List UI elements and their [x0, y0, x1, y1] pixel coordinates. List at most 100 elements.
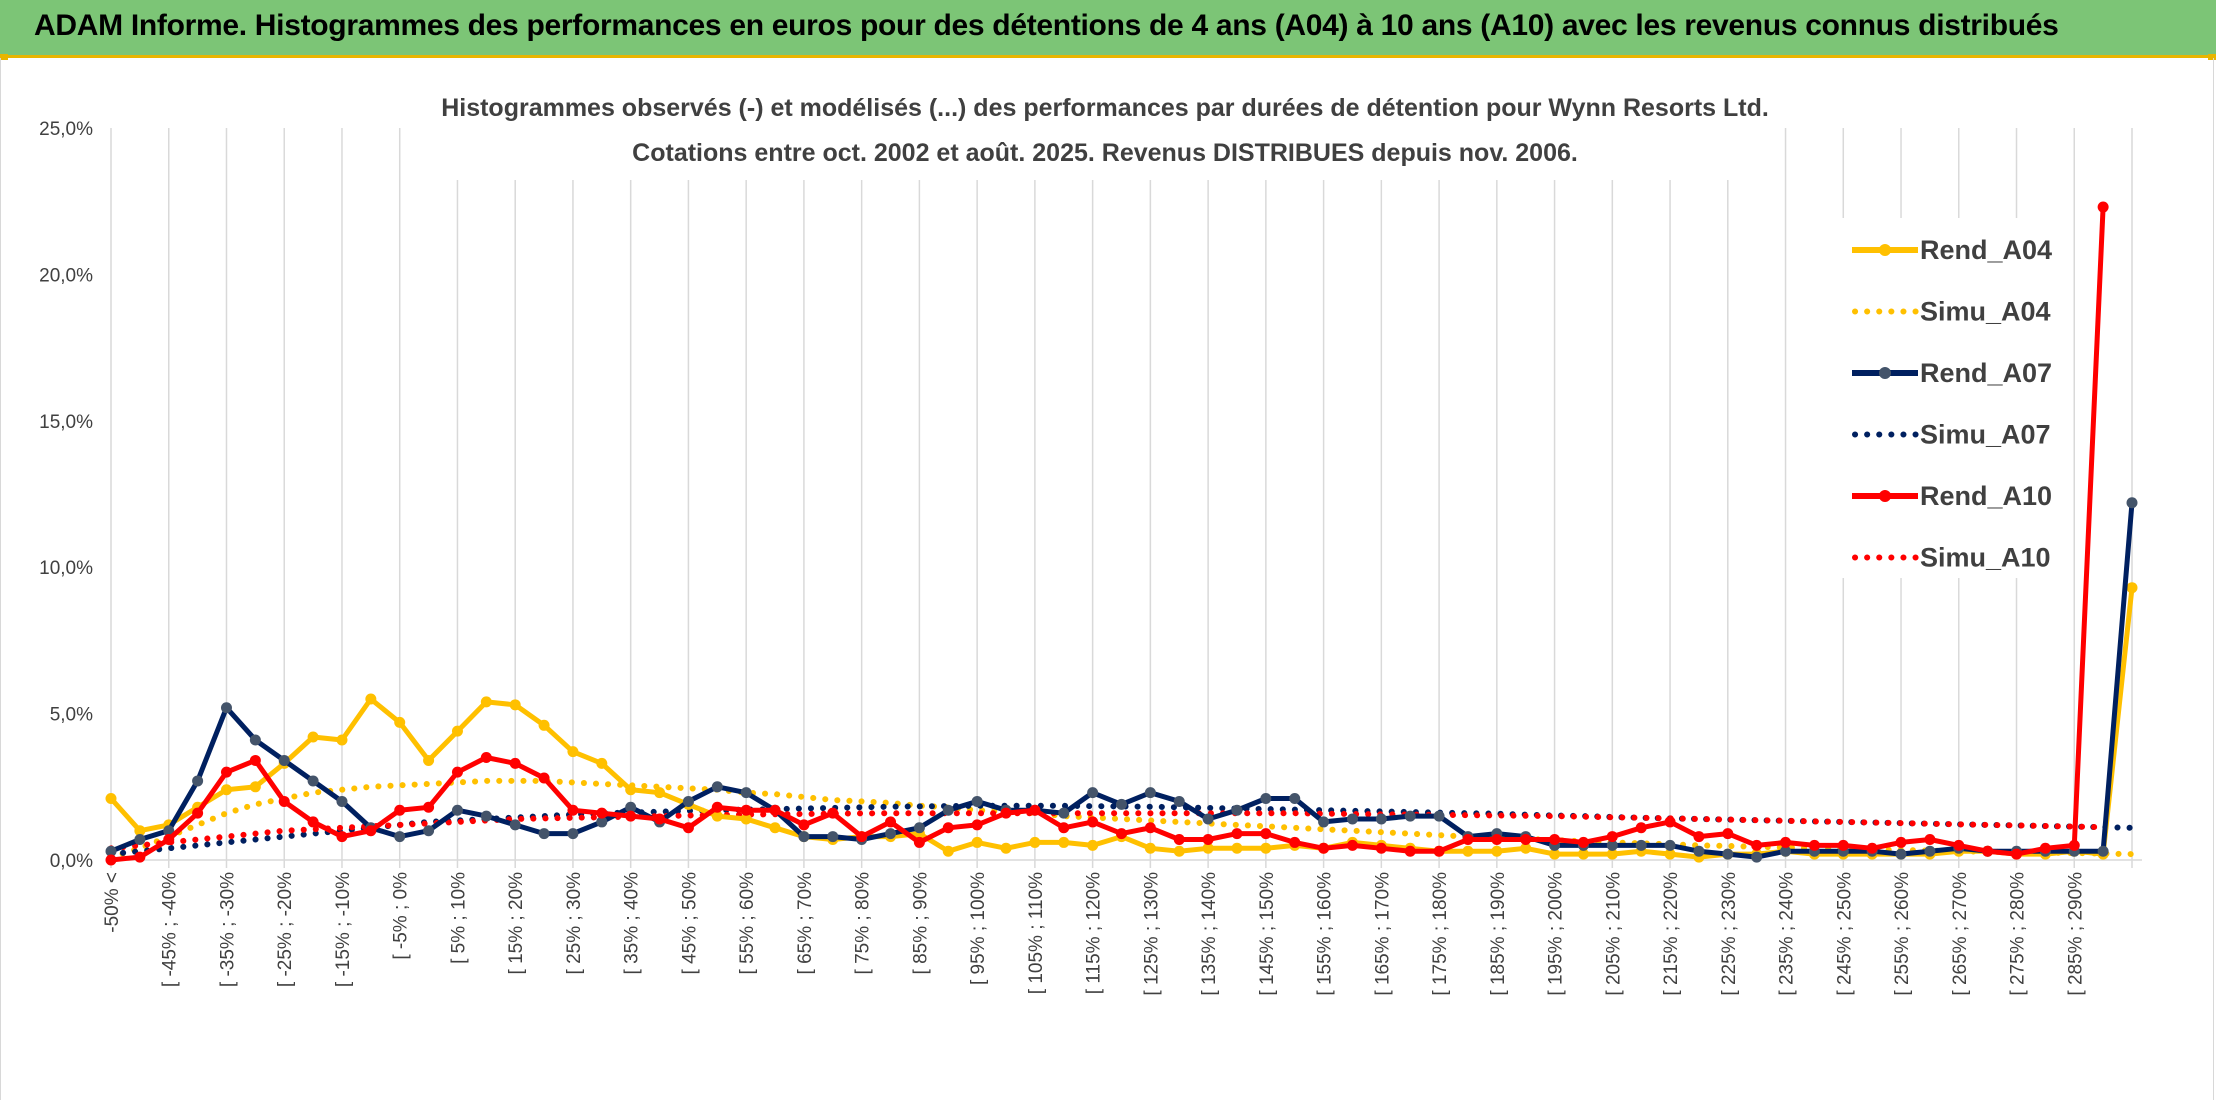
data-point	[1780, 836, 1792, 848]
x-tick-label: [ -45% ; -40%	[160, 872, 181, 987]
data-point	[1837, 839, 1849, 851]
x-tick-label: [ 55% ; 60%	[737, 872, 758, 975]
data-point	[451, 725, 463, 737]
chart-title-line-2: Cotations entre oct. 2002 et août. 2025.…	[632, 139, 1578, 167]
y-tick-label: 10,0%	[39, 558, 93, 579]
x-tick-label: [ 125% ; 130%	[1141, 872, 1162, 996]
data-point	[769, 804, 781, 816]
data-point	[769, 822, 781, 834]
data-point	[105, 793, 117, 805]
legend-background	[1830, 218, 2060, 578]
x-tick-label: [ 165% ; 170%	[1372, 872, 1393, 996]
data-point	[1606, 839, 1618, 851]
series-rend-a10	[105, 201, 2109, 866]
data-point	[249, 754, 261, 766]
data-point	[1953, 839, 1965, 851]
data-point	[1058, 822, 1070, 834]
data-point	[1087, 839, 1099, 851]
x-tick-label: [ 235% ; 240%	[1777, 872, 1798, 996]
data-point	[538, 719, 550, 731]
x-tick-label: [ 245% ; 250%	[1834, 872, 1855, 996]
data-point	[1549, 848, 1561, 860]
data-point	[423, 754, 435, 766]
data-point	[1808, 839, 1820, 851]
data-point	[509, 699, 521, 711]
data-point	[509, 819, 521, 831]
data-point	[365, 693, 377, 705]
data-point	[682, 795, 694, 807]
data-point	[1375, 813, 1387, 825]
data-point	[1144, 842, 1156, 854]
data-point	[336, 734, 348, 746]
data-point	[163, 834, 175, 846]
data-point	[307, 731, 319, 743]
x-tick-label: [ -35% ; -30%	[217, 872, 238, 987]
data-point	[480, 696, 492, 708]
data-point	[307, 775, 319, 787]
data-point	[1520, 842, 1532, 854]
data-point	[1549, 834, 1561, 846]
banner-accent-right	[2208, 54, 2216, 60]
data-point	[596, 757, 608, 769]
x-tick-label: [ 5% ; 10%	[448, 872, 469, 964]
data-point	[1404, 845, 1416, 857]
data-point	[740, 813, 752, 825]
data-point	[567, 746, 579, 758]
data-point	[2068, 839, 2080, 851]
legend-marker	[1879, 367, 1891, 379]
data-point	[1231, 804, 1243, 816]
x-tick-label: [ 15% ; 20%	[506, 872, 527, 975]
data-point	[163, 825, 175, 837]
data-point	[1606, 848, 1618, 860]
data-point	[942, 804, 954, 816]
chart-frame	[0, 58, 2214, 1100]
y-tick-label: 25,0%	[39, 119, 93, 140]
x-tick-label: [ -15% ; -10%	[333, 872, 354, 987]
legend-item: Rend_A10	[1852, 481, 2052, 511]
data-point	[1087, 816, 1099, 828]
x-tick-label: [ 175% ; 180%	[1430, 872, 1451, 996]
x-tick-label: [ 115% ; 120%	[1084, 872, 1105, 994]
x-tick-label: [ 25% ; 30%	[564, 872, 585, 975]
x-tick-label: [ 215% ; 220%	[1661, 872, 1682, 996]
data-point	[1664, 839, 1676, 851]
data-point	[1346, 813, 1358, 825]
data-point	[1577, 836, 1589, 848]
series-rend-a04	[105, 582, 2138, 863]
data-point	[423, 825, 435, 837]
x-tick-label: [ 275% ; 280%	[2008, 872, 2029, 996]
data-point	[596, 807, 608, 819]
data-point	[134, 825, 146, 837]
data-point	[1058, 836, 1070, 848]
legend-marker	[1879, 490, 1891, 502]
x-tick-label: [ 155% ; 160%	[1315, 872, 1336, 996]
data-point	[1289, 793, 1301, 805]
data-point	[2011, 848, 2023, 860]
data-point	[711, 781, 723, 793]
data-point	[1404, 810, 1416, 822]
data-point	[1346, 839, 1358, 851]
data-point	[1924, 834, 1936, 846]
data-point	[1318, 816, 1330, 828]
data-point	[1173, 795, 1185, 807]
data-point	[1116, 798, 1127, 810]
series-line	[110, 206, 2106, 863]
x-tick-label: [ 285% ; 290%	[2065, 872, 2086, 996]
data-point	[682, 822, 694, 834]
data-point	[1722, 828, 1734, 840]
chart-title-line-1: Histogrammes observés (-) et modélisés (…	[441, 94, 1769, 122]
data-point	[885, 816, 897, 828]
data-point	[307, 816, 319, 828]
data-point	[827, 831, 839, 843]
data-point	[192, 807, 204, 819]
legend-label: Rend_A07	[1920, 358, 2052, 388]
x-tick-label: [ 35% ; 40%	[622, 872, 643, 975]
x-tick-label: [ 95% ; 100%	[968, 872, 989, 985]
data-point	[1318, 842, 1330, 854]
data-point	[538, 772, 550, 784]
data-point	[1722, 848, 1734, 860]
data-point	[2097, 845, 2109, 857]
x-tick-label: [ 65% ; 70%	[795, 872, 816, 975]
data-point	[394, 831, 406, 843]
y-tick-label: 15,0%	[39, 412, 93, 433]
